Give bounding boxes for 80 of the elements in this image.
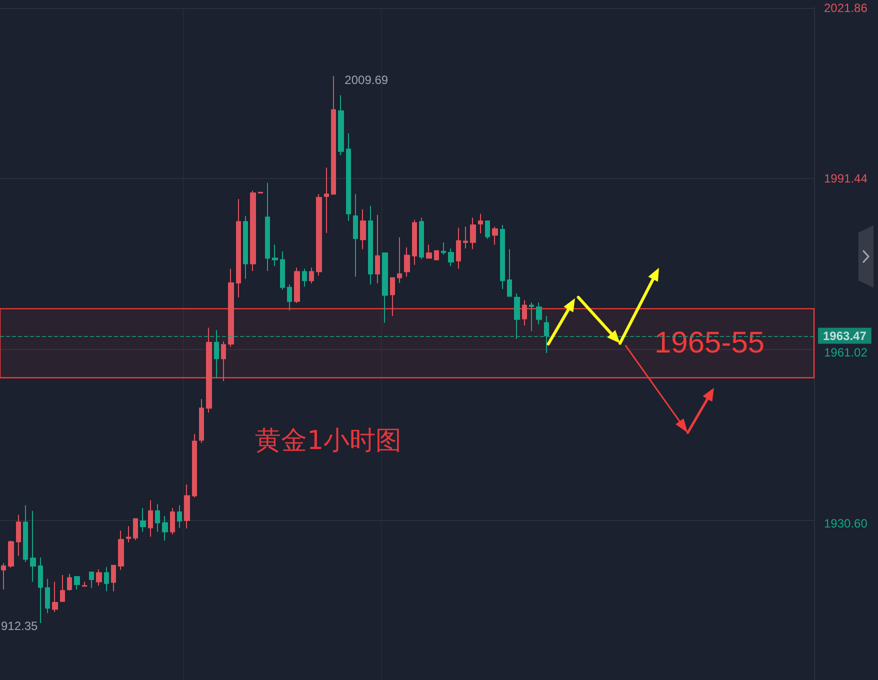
candlestick	[507, 248, 512, 297]
candlestick	[155, 504, 160, 532]
candlestick	[8, 540, 14, 568]
candlestick	[360, 208, 366, 250]
candlestick	[133, 518, 138, 541]
candlestick	[404, 246, 410, 278]
candlestick	[199, 398, 204, 444]
candlestick	[30, 510, 36, 582]
candlestick	[23, 504, 28, 563]
candlestick	[177, 504, 182, 528]
candlestick	[111, 564, 116, 592]
candlestick	[426, 244, 432, 259]
candlestick	[192, 433, 197, 498]
candlestick	[60, 574, 65, 602]
candlestick	[448, 248, 454, 266]
candlestick	[206, 327, 212, 414]
candlestick	[104, 566, 109, 592]
candlestick	[309, 267, 314, 284]
candlestick	[1, 562, 6, 590]
candlestick	[463, 226, 468, 250]
candlestick	[82, 581, 87, 587]
candlestick	[456, 227, 461, 270]
candlestick	[478, 213, 483, 234]
y-tick-label: 1991.44	[824, 172, 868, 186]
candlestick	[96, 568, 102, 586]
candlestick	[397, 236, 402, 284]
candlestick	[118, 530, 124, 570]
candlestick	[375, 214, 380, 284]
candlestick	[16, 514, 21, 556]
annotation: 912.35	[1, 619, 38, 633]
candlestick	[316, 194, 322, 276]
candlestick	[500, 224, 505, 290]
candlestick	[45, 578, 50, 614]
candlestick	[536, 302, 542, 325]
candlestick	[250, 190, 256, 272]
candlestick	[184, 484, 190, 529]
candlestick	[353, 194, 358, 278]
candlestick	[221, 340, 226, 382]
candlestick	[382, 252, 388, 324]
candlestick	[434, 250, 439, 260]
candlestick	[419, 217, 424, 260]
candlestick	[228, 268, 234, 348]
candlestick	[52, 581, 58, 613]
candlestick	[265, 182, 270, 272]
candlestick	[236, 198, 241, 298]
y-tick-label: 2021.86	[824, 0, 868, 15]
candlestick	[272, 244, 278, 266]
candlestick	[390, 277, 395, 316]
candlestick	[331, 76, 336, 196]
candlestick	[485, 220, 490, 240]
candlestick	[529, 302, 534, 332]
candlestick	[324, 167, 329, 234]
candlestick	[294, 267, 300, 304]
candlestick	[412, 219, 417, 266]
candlestick	[302, 268, 307, 288]
candlestick	[38, 557, 43, 624]
candlestick	[170, 508, 175, 535]
y-tick-label: 1961.02	[824, 346, 868, 360]
candlestick	[126, 526, 131, 543]
band-label: 1965-55	[654, 326, 765, 360]
candlestick	[148, 500, 153, 538]
candlestick	[162, 515, 168, 542]
candlestick	[492, 226, 498, 246]
candlestick	[280, 250, 285, 290]
candlestick	[243, 215, 248, 280]
ref-line-label: 1963.47	[823, 328, 867, 343]
candlestick	[67, 573, 72, 592]
candlestick	[441, 242, 446, 256]
candlestick	[338, 94, 344, 156]
candlestick	[140, 508, 146, 532]
candlestick	[522, 300, 527, 326]
candlestick	[368, 205, 373, 286]
text: 黄金1小时图	[255, 426, 402, 456]
candlestick	[470, 217, 476, 250]
candlestick	[287, 284, 292, 311]
y-tick-label: 1930.60	[824, 516, 868, 530]
candlestick	[89, 571, 94, 588]
annotation: 2009.69	[344, 73, 388, 88]
candlestick	[74, 576, 80, 590]
candlestick	[346, 132, 351, 222]
